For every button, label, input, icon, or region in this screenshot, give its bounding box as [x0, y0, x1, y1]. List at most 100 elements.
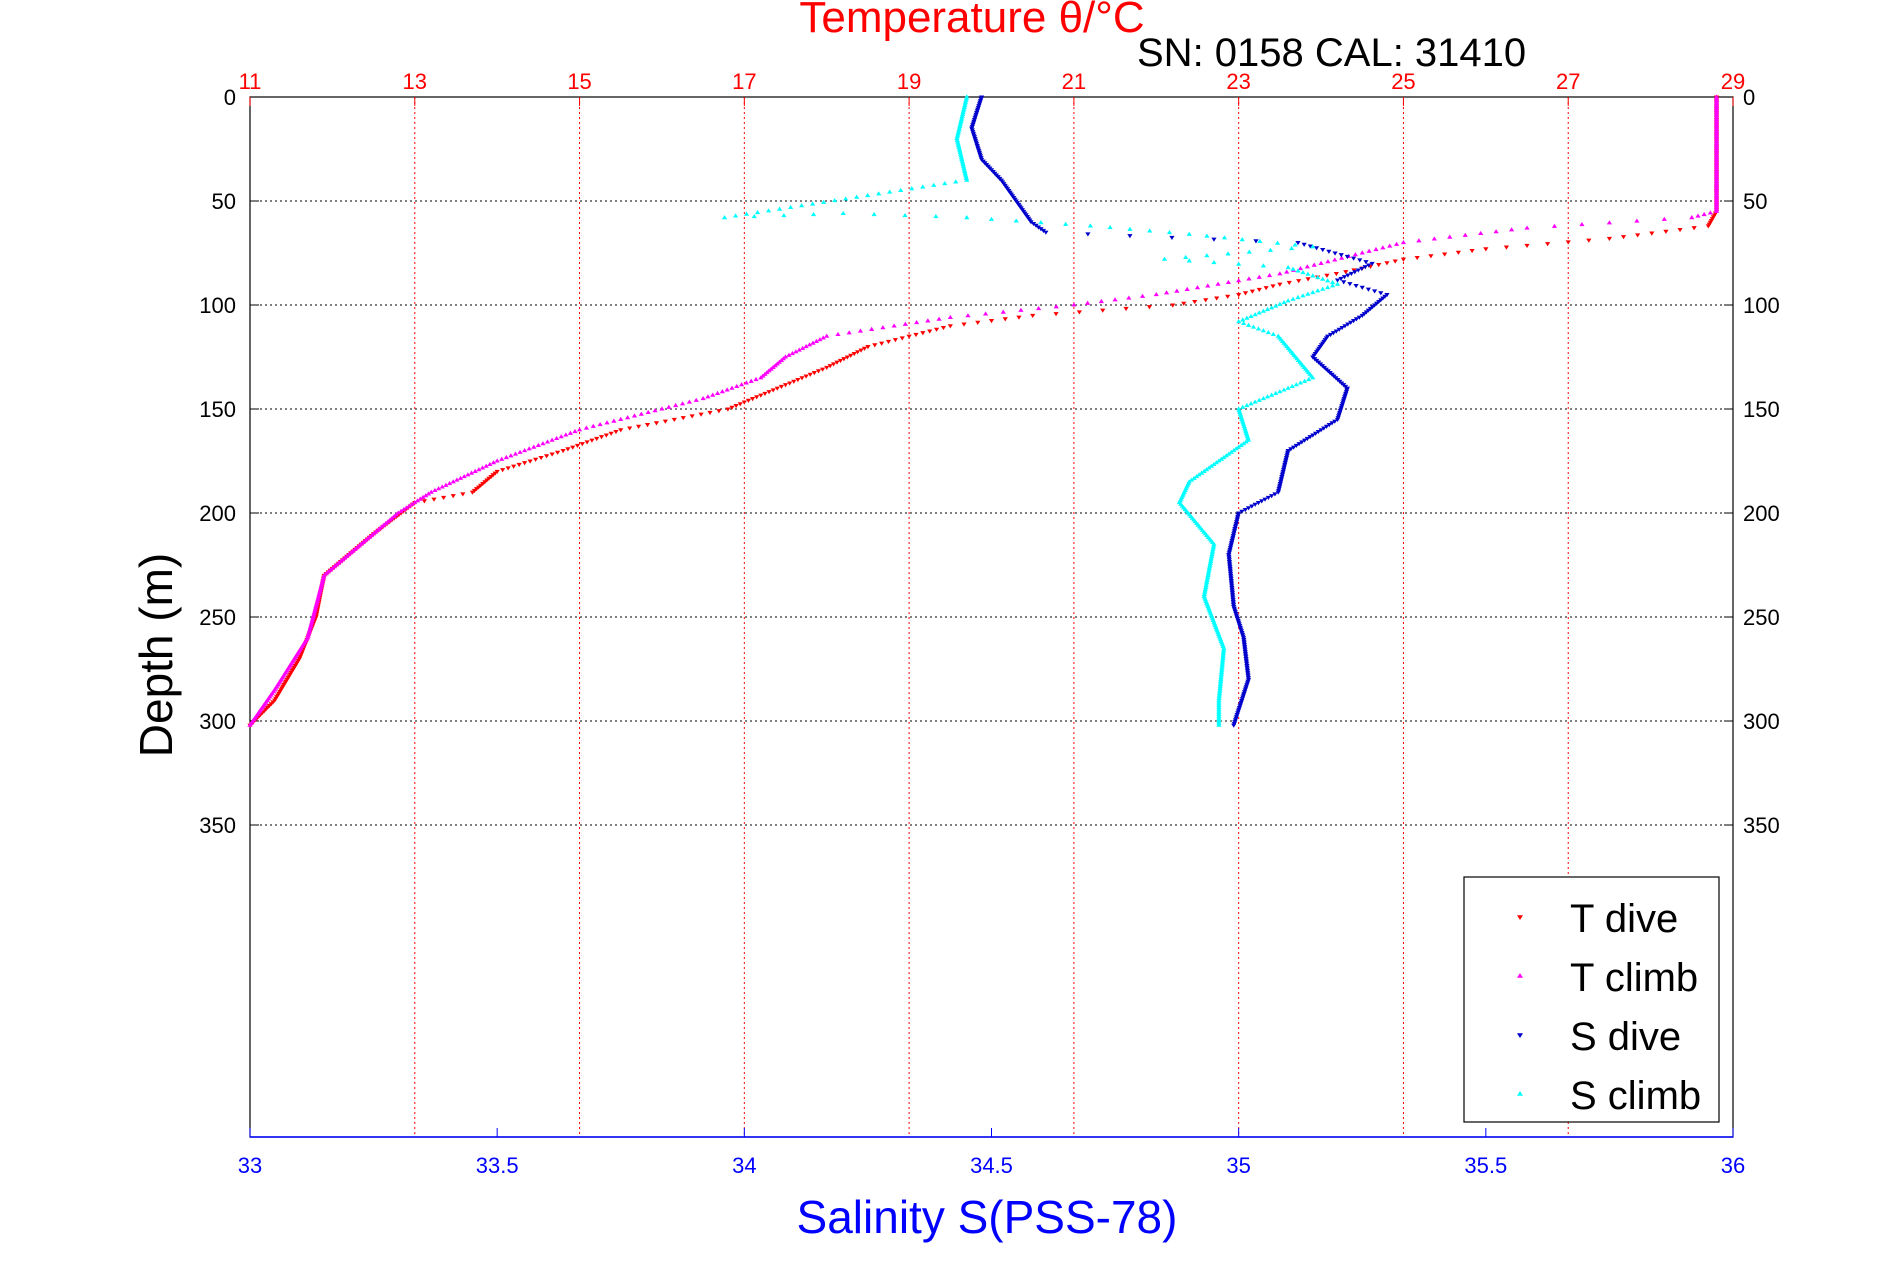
data-point [406, 503, 412, 508]
data-point [1347, 282, 1353, 287]
data-point [835, 331, 841, 337]
data-point [1345, 273, 1351, 278]
data-point [754, 209, 761, 215]
data-point [1691, 226, 1697, 231]
data-point [1301, 242, 1307, 247]
data-point [412, 500, 418, 505]
data-point [1228, 449, 1234, 454]
data-point [766, 208, 772, 213]
data-point [1305, 277, 1311, 282]
series-t-dive [247, 95, 1720, 728]
data-point [1320, 247, 1326, 253]
data-point [795, 377, 801, 383]
data-point [1053, 312, 1059, 317]
data-point [1260, 308, 1266, 313]
data-point [1038, 227, 1044, 232]
data-point [549, 437, 555, 442]
data-point [1213, 460, 1220, 465]
data-point [942, 181, 948, 186]
data-point [1260, 328, 1266, 333]
data-point [844, 355, 850, 360]
data-point [837, 358, 844, 364]
data-point [793, 349, 799, 354]
data-point [1215, 281, 1221, 286]
data-point [1264, 394, 1271, 399]
data-point [1203, 583, 1209, 588]
data-point [1353, 317, 1360, 322]
data-point [872, 343, 878, 348]
data-point [1365, 287, 1372, 292]
data-point [1153, 292, 1159, 297]
data-point [1606, 220, 1613, 225]
data-point [645, 409, 651, 415]
data-point [1469, 249, 1475, 254]
data-point [425, 491, 432, 496]
data-point [1606, 236, 1613, 242]
data-point [1352, 252, 1358, 257]
data-point [810, 201, 816, 206]
data-point [1127, 234, 1133, 239]
data-point [1216, 722, 1222, 727]
data-point [959, 158, 965, 163]
data-point [247, 722, 253, 727]
data-point [625, 415, 631, 420]
data-point [1245, 322, 1252, 327]
data-point [540, 441, 546, 446]
data-point [962, 99, 969, 104]
data-point [958, 153, 964, 158]
data-point [1186, 231, 1192, 236]
data-point [584, 440, 590, 445]
data-point [962, 170, 968, 175]
y-tick-label-left: 300 [199, 709, 236, 734]
data-point [563, 432, 569, 437]
data-point [1305, 271, 1311, 276]
data-point [1447, 234, 1453, 239]
data-point [644, 423, 651, 428]
data-point [1649, 231, 1655, 236]
data-point [522, 448, 528, 453]
data-point [1297, 266, 1304, 271]
data-point [1350, 319, 1357, 324]
data-point [1663, 229, 1669, 234]
x-bottom-tick-label: 35 [1226, 1153, 1250, 1178]
data-point [887, 189, 893, 194]
data-point [1620, 235, 1627, 240]
data-point [920, 331, 926, 336]
data-point [745, 398, 752, 403]
data-point [1329, 279, 1336, 285]
data-point [1508, 227, 1515, 232]
data-point [1315, 288, 1321, 293]
data-point [465, 472, 471, 477]
data-point [1442, 252, 1448, 257]
data-point [1305, 291, 1311, 296]
data-point [1313, 246, 1320, 251]
data-point [734, 383, 740, 389]
data-point [962, 172, 969, 177]
x-top-tick-label: 15 [567, 69, 591, 94]
data-point [531, 444, 537, 449]
data-point [611, 418, 617, 423]
data-point [1207, 564, 1213, 569]
legend-label-s-dive: S dive [1570, 1015, 1681, 1059]
data-point [841, 357, 847, 362]
data-point [1414, 255, 1420, 261]
data-point [499, 456, 505, 461]
data-point [689, 414, 695, 419]
data-point [1285, 264, 1291, 270]
data-point [1030, 221, 1037, 227]
data-point [476, 467, 482, 472]
data-point [428, 489, 434, 494]
data-point [698, 412, 704, 417]
data-point [700, 396, 706, 401]
data-point [652, 408, 658, 413]
data-point [963, 96, 969, 101]
data-point [754, 395, 760, 400]
x-top-tick-label: 29 [1721, 69, 1745, 94]
data-point [1174, 288, 1180, 293]
data-point [1253, 239, 1259, 244]
data-point [1194, 285, 1201, 290]
data-point [1265, 329, 1271, 335]
data-point [1334, 281, 1341, 286]
data-point [1307, 435, 1313, 440]
data-point [1493, 229, 1499, 234]
